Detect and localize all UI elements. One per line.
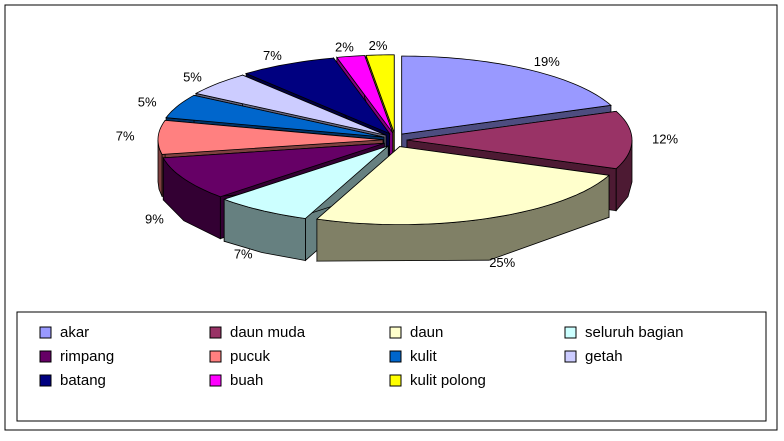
legend-label: kulit bbox=[410, 348, 438, 365]
legend-swatch bbox=[564, 326, 577, 339]
slice-top bbox=[157, 119, 384, 155]
value-label: 2% bbox=[369, 38, 388, 53]
value-label: 5% bbox=[138, 94, 157, 109]
value-label: 2% bbox=[335, 39, 354, 54]
slice-top bbox=[222, 145, 389, 219]
value-label: 7% bbox=[116, 128, 135, 143]
slice-top bbox=[165, 94, 385, 138]
legend-swatch bbox=[209, 374, 222, 387]
legend-swatch bbox=[39, 350, 52, 363]
slice-top bbox=[244, 57, 391, 135]
legend-label: kulit polong bbox=[410, 372, 486, 389]
slice-top bbox=[315, 146, 610, 225]
legend-label: buah bbox=[230, 372, 263, 389]
legend-label: seluruh bagian bbox=[585, 324, 683, 341]
slice-top bbox=[365, 54, 395, 133]
legend-swatch bbox=[39, 374, 52, 387]
legend-label: daun muda bbox=[230, 324, 306, 341]
legend-label: daun bbox=[410, 324, 443, 341]
value-label: 19% bbox=[534, 54, 560, 69]
slice-top bbox=[406, 110, 633, 170]
legend-swatch bbox=[209, 326, 222, 339]
legend-label: batang bbox=[60, 372, 106, 389]
value-label: 7% bbox=[234, 247, 253, 262]
slice-top bbox=[162, 142, 385, 198]
legend-label: rimpang bbox=[60, 348, 114, 365]
value-label: 25% bbox=[489, 255, 515, 270]
slice-top bbox=[336, 55, 394, 134]
value-label: 7% bbox=[263, 48, 282, 63]
legend-label: akar bbox=[60, 324, 89, 341]
slice-top bbox=[194, 74, 387, 136]
slice bbox=[315, 145, 610, 263]
legend-swatch bbox=[389, 350, 402, 363]
legend-swatch bbox=[389, 326, 402, 339]
legend-swatch bbox=[209, 350, 222, 363]
legend-label: pucuk bbox=[230, 348, 271, 365]
legend-swatch bbox=[564, 350, 577, 363]
legend-swatch bbox=[389, 374, 402, 387]
legend-swatch bbox=[39, 326, 52, 339]
value-label: 12% bbox=[652, 131, 678, 146]
legend-label: getah bbox=[585, 348, 623, 365]
slice-top bbox=[401, 55, 612, 135]
value-label: 5% bbox=[183, 70, 202, 85]
value-label: 9% bbox=[145, 212, 164, 227]
